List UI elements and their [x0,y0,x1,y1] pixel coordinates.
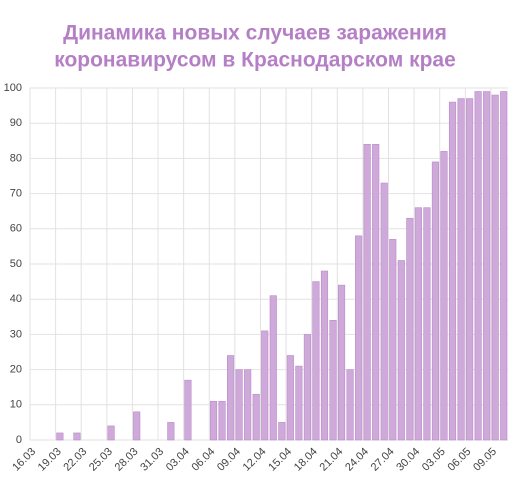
bar [303,334,311,441]
chart-title: коронавирусом в Краснодарском крае [54,49,456,72]
bar [355,235,363,441]
x-tick-label: 03.04 [164,446,192,474]
bar [423,207,431,441]
y-tick-label: 100 [4,82,22,94]
bar [107,425,115,441]
y-tick-label: 0 [16,434,22,446]
bar [73,432,81,441]
y-tick-label: 40 [10,293,22,305]
bar [235,369,243,441]
x-tick-label: 09.04 [215,446,243,474]
bar [363,144,371,441]
bar [133,411,141,441]
bar [184,379,192,441]
x-tick-label: 24.04 [343,446,371,474]
bar [244,369,252,441]
x-tick-label: 31.03 [138,446,166,474]
x-tick-label: 27.04 [369,446,397,474]
bar [269,295,277,441]
bar [329,320,337,441]
bar [261,330,269,441]
x-tick-label: 22.03 [61,446,89,474]
bar [389,239,397,441]
bar [457,98,465,441]
y-tick-label: 90 [10,117,22,129]
bar [337,284,346,441]
x-tick-label: 25.03 [87,446,115,474]
bar [252,393,260,441]
x-tick-label: 06.04 [189,446,217,474]
bar [500,91,508,441]
x-tick-label: 09.05 [471,446,499,474]
x-tick-label: 18.04 [292,446,320,474]
bar [167,422,175,441]
x-tick-label: 30.04 [394,446,422,474]
bar [466,98,474,441]
bar [278,422,286,441]
bar [431,161,440,441]
bar [474,91,482,441]
bar [406,217,414,441]
bar [448,101,457,441]
bar [414,207,422,441]
x-tick-label: 28.03 [113,446,141,474]
x-tick-label: 21.04 [318,446,346,474]
bar [491,94,499,441]
x-tick-label: 12.04 [241,446,269,474]
y-tick-label: 20 [10,364,22,376]
chart-title: Динамика новых случаев заражения [63,22,447,45]
bar [295,365,303,441]
bar [320,270,329,441]
x-tick-label: 16.03 [10,446,38,474]
y-tick-label: 70 [10,188,22,200]
x-tick-label: 15.04 [266,446,294,474]
y-tick-label: 30 [10,328,22,340]
bar [397,260,405,441]
x-tick-label: 06.05 [446,446,474,474]
bar [218,400,226,441]
bar [209,400,218,441]
x-tick-label: 03.05 [420,446,448,474]
bar [483,91,491,441]
y-tick-label: 60 [10,223,22,235]
bar [227,355,235,441]
x-tick-label: 19.03 [36,446,64,474]
bar [380,182,388,441]
bar [56,432,64,441]
bar [440,151,448,441]
y-tick-label: 80 [10,152,22,164]
bar [372,144,380,441]
bar [346,369,354,441]
bar [286,355,294,441]
bar [312,281,320,441]
y-tick-label: 10 [10,399,22,411]
y-tick-label: 50 [10,258,22,270]
